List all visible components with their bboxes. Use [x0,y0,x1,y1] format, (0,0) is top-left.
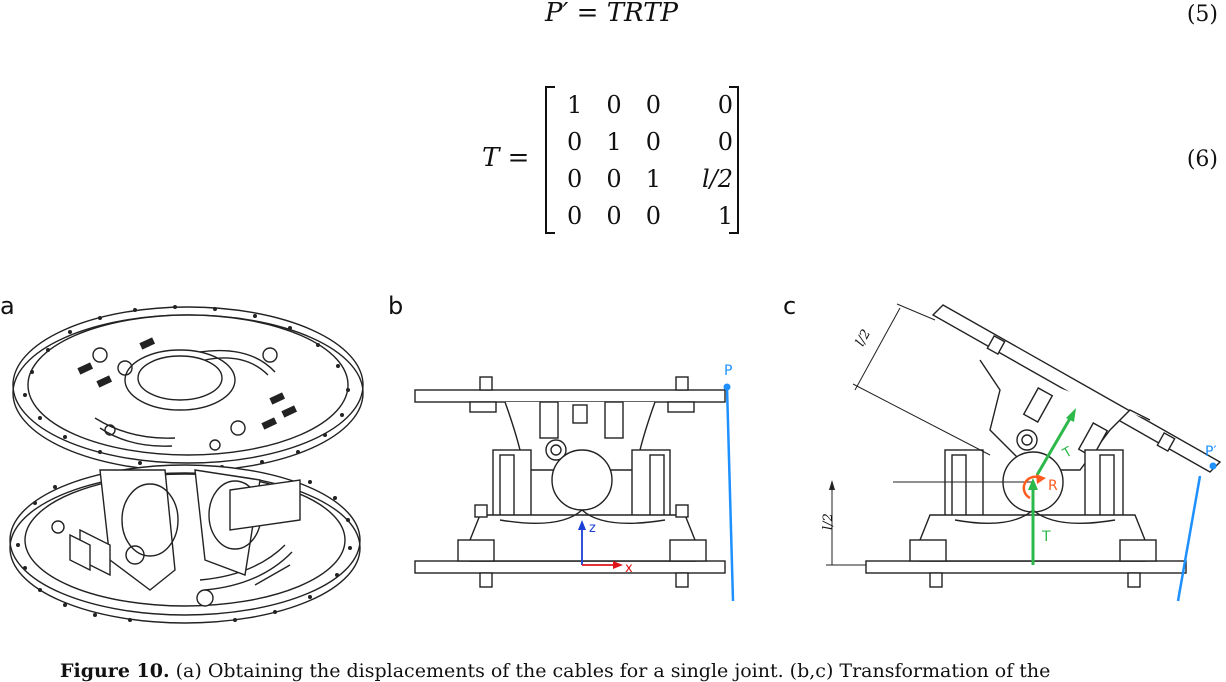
panel-b-side-view [414,376,726,588]
panel-b-z-label: z [589,521,596,536]
matrix-cell: 0 [567,127,583,156]
matrix-cell: 0 [567,201,583,230]
figure-caption: Figure 10. (a) Obtaining the displacemen… [60,660,1050,682]
panel-c-r-label: R [1048,478,1058,494]
panel-a-isometric-joint [9,305,364,624]
matrix-cell: 0 [645,201,661,230]
matrix-cell: 1 [606,127,622,156]
panel-b-point-label: P [724,363,732,379]
panel-c-rotation-arc [1022,475,1041,500]
panel-c-point-p-prime [1209,462,1217,470]
equation-6-number: (6) [1186,147,1218,172]
matrix-cell: 0 [606,164,622,193]
panel-b-cable-line [725,386,735,602]
panel-c-cable-line [1176,475,1202,602]
panel-c-t-lower-label: T [1041,529,1051,545]
matrix-cell: 0 [606,201,622,230]
matrix-cell: 0 [606,90,622,119]
panel-c-translation-upper [1035,414,1074,476]
panel-b-label: b [388,292,404,320]
panel-c-dim-left: l/2 [821,513,836,530]
matrix-cell: 0 [567,164,583,193]
matrix-cell: 1 [567,90,583,119]
panel-b-point-p [723,383,731,391]
equation-5-number: (5) [1186,2,1218,27]
panel-a-label: a [0,292,15,320]
matrix-cell: 1 [645,164,661,193]
panel-c-point-label: P′ [1205,444,1217,460]
panel-b-x-label: x [625,561,633,576]
matrix-cell: 0 [645,90,661,119]
caption-text: (a) Obtaining the displacements of the c… [175,660,1051,682]
panel-c-label: c [783,292,797,320]
transformation-matrix: 1 0 0 0 0 1 0 0 0 0 1 l/2 0 0 0 1 [545,86,739,234]
equation-6-lhs: T = [482,143,530,173]
matrix-row: 0 0 1 l/2 [547,160,737,197]
equation-5: P′ = TRTP [545,0,679,28]
caption-figure-number: Figure 10. [60,660,170,682]
panel-c-dim-top: l/2 [853,327,874,349]
matrix-cell: 0 [645,127,661,156]
matrix-cell: l/2 [701,164,733,193]
panel-c-side-view [826,303,1222,588]
